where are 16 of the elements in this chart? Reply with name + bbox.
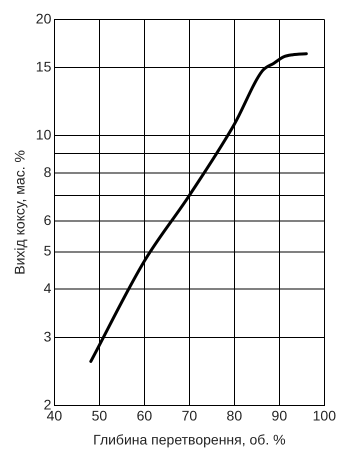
y-tick-label: 3 [44,328,52,344]
x-tick-label: 70 [182,408,198,424]
x-axis-title: Глибина перетворення, об. % [93,431,286,448]
x-tick-label: 80 [226,408,242,424]
x-tick-label: 90 [272,408,288,424]
y-tick-label: 15 [36,58,52,74]
x-tick-label: 100 [312,408,336,424]
y-tick-label: 10 [36,126,52,142]
y-tick-label: 6 [44,212,52,228]
x-tick-label: 50 [92,408,108,424]
y-tick-label: 8 [44,164,52,180]
y-tick-label: 20 [36,10,52,26]
y-tick-label: 5 [44,242,52,259]
y-axis-title: Вихід коксу, мас. % [11,150,28,275]
x-tick-label: 60 [136,408,152,424]
y-tick-label: 4 [44,280,52,296]
